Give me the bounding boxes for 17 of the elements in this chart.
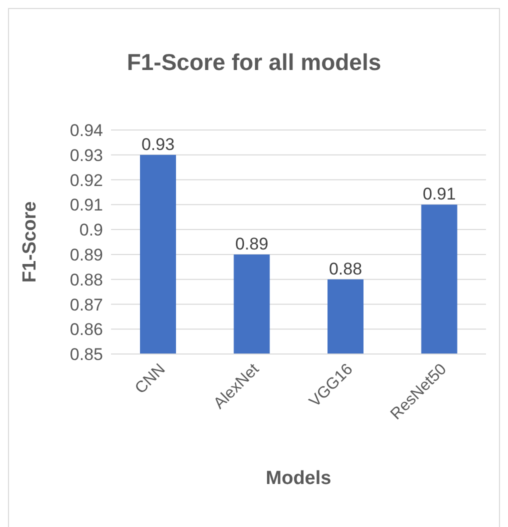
y-tick-label: 0.87 — [70, 295, 103, 314]
y-tick-label: 0.89 — [70, 245, 103, 264]
data-label: 0.88 — [328, 259, 362, 278]
y-tick-label: 0.9 — [79, 220, 103, 240]
y-tick-label: 0.88 — [70, 270, 103, 290]
data-label: 0.91 — [422, 184, 456, 204]
data-label: 0.89 — [235, 234, 268, 254]
data-label: 0.93 — [141, 134, 175, 154]
y-tick-label: 0.86 — [70, 320, 103, 340]
y-tick-label: 0.85 — [70, 345, 103, 364]
y-tick-label: 0.94 — [70, 121, 103, 140]
chart-title: F1-Score for all models — [126, 48, 382, 77]
y-axis-title: F1-Score — [20, 201, 41, 283]
y-tick-label: 0.93 — [70, 146, 103, 165]
x-axis-title: Models — [266, 468, 332, 489]
y-tick-label: 0.92 — [70, 170, 103, 190]
y-tick-label: 0.91 — [70, 196, 103, 215]
